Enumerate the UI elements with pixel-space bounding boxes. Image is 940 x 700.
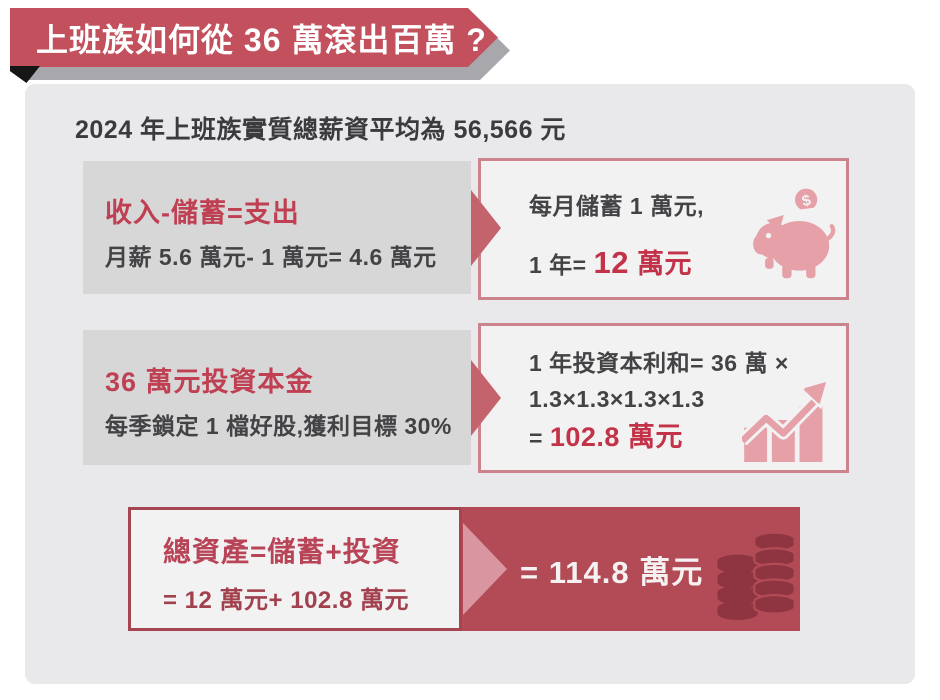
savings-line2-prefix: 1 年=	[529, 251, 594, 278]
coin-stacks-icon	[717, 531, 796, 620]
invest-line2: 1.3×1.3×1.3×1.3	[529, 385, 705, 412]
salary-heading: 2024 年上班族實質總薪資平均為 56,566 元	[75, 116, 566, 144]
invest-line3-prefix: =	[529, 425, 550, 452]
total-formula-sub: = 12 萬元+ 102.8 萬元	[163, 587, 409, 614]
piggy-bank-icon: $	[753, 188, 836, 279]
bar-chart-up-icon	[742, 378, 831, 462]
savings-line2: 1 年= 12 萬元	[529, 239, 846, 287]
total-formula-title: 總資產=儲蓄+投資	[163, 536, 401, 567]
invest-line1: 1 年投資本利和= 36 萬 ×	[529, 350, 789, 376]
income-formula-box: 收入-儲蓄=支出 月薪 5.6 萬元- 1 萬元= 4.6 萬元	[83, 161, 471, 294]
invest-value: 102.8 萬元	[549, 422, 683, 453]
savings-unit: 萬元	[629, 248, 693, 279]
savings-line1: 每月儲蓄 1 萬元,	[529, 193, 704, 219]
capital-formula-box: 36 萬元投資本金 每季鎖定 1 檔好股,獲利目標 30%	[83, 330, 471, 465]
capital-sub: 每季鎖定 1 檔好股,獲利目標 30%	[105, 413, 452, 439]
income-formula-sub: 月薪 5.6 萬元- 1 萬元= 4.6 萬元	[105, 244, 437, 270]
total-assets-formula-box: 總資產=儲蓄+投資 = 12 萬元+ 102.8 萬元	[128, 507, 462, 631]
income-formula-title: 收入-儲蓄=支出	[105, 198, 300, 228]
invest-line3: = 102.8 萬元	[529, 417, 846, 459]
capital-title: 36 萬元投資本金	[105, 367, 314, 397]
total-value: = 114.8 萬元	[520, 554, 704, 590]
savings-value: 12	[593, 244, 629, 280]
page-title: 上班族如何從 36 萬滾出百萬 ?	[36, 21, 487, 58]
title-banner: 上班族如何從 36 萬滾出百萬 ?	[10, 8, 498, 67]
